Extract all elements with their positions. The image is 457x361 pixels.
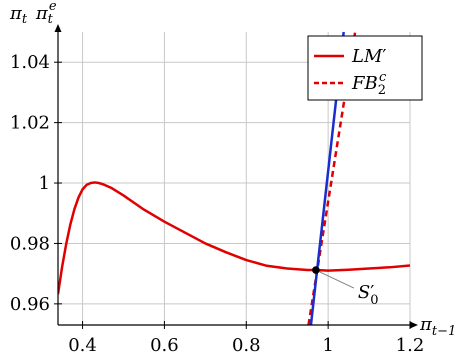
point-annotation: S′0 <box>312 266 379 308</box>
x-axis-label: πt−1 <box>419 314 456 339</box>
x-tick-label-1: 0.6 <box>150 335 179 356</box>
x-tick-label-3: 1 <box>322 335 333 356</box>
x-axis-arrow <box>410 321 418 329</box>
legend: LM′ FB2c <box>307 35 423 101</box>
y-tick-label-4: 1.04 <box>10 52 50 73</box>
x-tick-label-2: 0.8 <box>232 335 261 356</box>
axes <box>54 24 418 329</box>
legend-label-lm: LM′ <box>351 46 386 67</box>
y-tick-label-3: 1.02 <box>10 113 50 134</box>
point-marker <box>312 266 320 274</box>
y-axis-arrow <box>54 24 62 32</box>
legend-box <box>307 35 423 101</box>
y-tick-label-0: 0.96 <box>10 294 50 315</box>
annotation-leader <box>315 269 355 289</box>
x-tick-label-0: 0.4 <box>68 335 97 356</box>
series-line-lm <box>58 181 410 295</box>
ticks: 0.4 0.6 0.8 1 1.2 0.96 0.98 1 1.02 1.04 <box>10 52 424 356</box>
y-axis-label: πt πte <box>9 0 57 27</box>
y-tick-label-1: 0.98 <box>10 233 50 254</box>
x-tick-label-4: 1.2 <box>396 335 425 356</box>
point-label: S′0 <box>358 282 379 308</box>
y-tick-label-2: 1 <box>39 173 50 194</box>
legend-label-fb: FB2c <box>351 70 387 98</box>
